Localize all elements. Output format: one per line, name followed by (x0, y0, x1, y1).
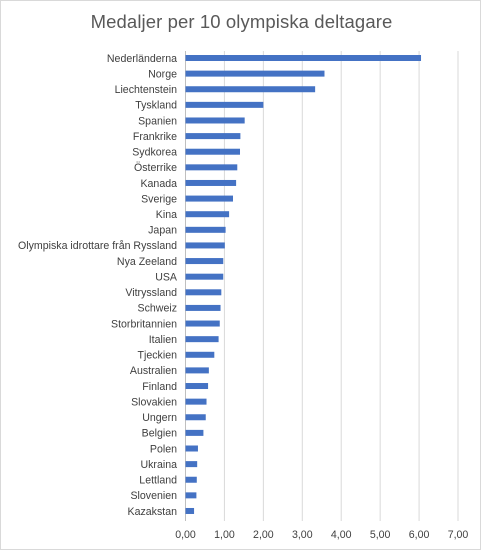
category-label: Kanada (140, 178, 177, 190)
bar (185, 367, 209, 374)
category-label: Vitryssland (125, 287, 177, 299)
category-label: Slovakien (131, 396, 177, 408)
category-label: Australien (130, 365, 177, 377)
category-label: Olympiska idrottare från Ryssland (18, 240, 177, 252)
bar (185, 476, 197, 483)
bar (185, 414, 206, 421)
grid-lines (185, 51, 459, 521)
category-label: Kazakstan (128, 506, 178, 518)
category-label: Nederländerna (107, 53, 177, 65)
bar (185, 133, 241, 140)
bar (185, 445, 198, 452)
bar (185, 429, 204, 436)
category-label: Schweiz (138, 303, 177, 315)
category-label: USA (155, 271, 178, 283)
category-label: Italien (149, 334, 177, 346)
category-label: Ungern (142, 412, 177, 424)
x-tick-label: 3,00 (292, 529, 313, 541)
bar (185, 101, 264, 108)
category-label: Spanien (138, 115, 177, 127)
x-tick-label: 1,00 (214, 529, 235, 541)
category-label: Nya Zeeland (117, 256, 177, 268)
x-tick-label: 6,00 (409, 529, 430, 541)
category-label: Ukraina (140, 459, 177, 471)
bar (185, 226, 226, 233)
category-label: Storbritannien (111, 318, 177, 330)
category-labels: Nederländerna Norge Liechtenstein Tyskland S… (18, 53, 178, 518)
bar (185, 398, 207, 405)
category-label: Österrike (134, 162, 177, 174)
category-label: Finland (142, 381, 177, 393)
x-tick-label: 2,00 (253, 529, 274, 541)
bar (185, 461, 198, 468)
bar (185, 507, 195, 514)
category-label: Japan (148, 225, 177, 237)
bar (185, 336, 219, 343)
bar (185, 117, 245, 124)
bar (185, 195, 233, 202)
bar (185, 258, 224, 265)
bar (185, 164, 238, 171)
x-tick-label: 7,00 (448, 529, 469, 541)
category-label: Lettland (139, 475, 177, 487)
bar (185, 304, 221, 311)
bar (185, 273, 224, 280)
category-label: Belgien (142, 428, 177, 440)
bar (185, 179, 237, 186)
bars (185, 55, 422, 514)
x-tick-label: 4,00 (331, 529, 352, 541)
x-tick-label: 0,00 (175, 529, 196, 541)
bar (185, 211, 230, 218)
bar (185, 383, 209, 390)
category-label: Tyskland (135, 100, 177, 112)
bar (185, 289, 222, 296)
bar (185, 351, 215, 358)
bar (185, 70, 325, 77)
x-tick-labels: 0,00 1,00 2,00 3,00 4,00 5,00 6,00 7,00 (175, 529, 468, 541)
bar (185, 86, 316, 93)
category-label: Sverige (141, 193, 177, 205)
category-label: Sydkorea (132, 147, 177, 159)
x-tick-label: 5,00 (370, 529, 391, 541)
chart-title: Medaljer per 10 olympiska deltagare (90, 11, 393, 32)
bar (185, 320, 220, 327)
bar (185, 55, 422, 61)
category-label: Frankrike (133, 131, 177, 143)
category-label: Liechtenstein (115, 84, 178, 96)
bar (185, 242, 225, 249)
category-label: Tjeckien (138, 350, 178, 362)
bar (185, 492, 197, 499)
bar (185, 148, 241, 155)
category-label: Polen (150, 443, 177, 455)
category-label: Slovenien (130, 490, 177, 502)
category-label: Norge (148, 68, 177, 80)
category-label: Kina (156, 209, 177, 221)
